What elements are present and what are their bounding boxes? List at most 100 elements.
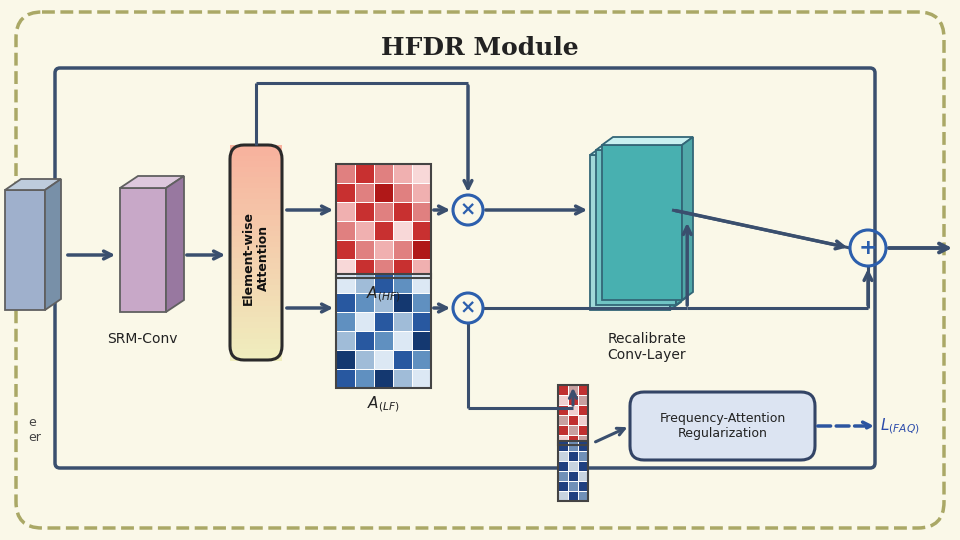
Bar bbox=[230, 317, 282, 323]
Bar bbox=[355, 293, 374, 312]
Bar bbox=[336, 183, 355, 202]
Bar bbox=[230, 166, 282, 172]
Bar bbox=[412, 202, 431, 221]
Bar bbox=[568, 395, 578, 405]
Bar bbox=[412, 164, 431, 183]
Bar bbox=[412, 331, 431, 350]
Bar bbox=[568, 425, 578, 435]
Bar bbox=[558, 441, 568, 451]
Bar bbox=[230, 333, 282, 339]
Text: e
er: e er bbox=[28, 416, 41, 444]
Bar bbox=[412, 293, 431, 312]
Bar bbox=[230, 328, 282, 334]
Bar bbox=[374, 350, 393, 369]
Bar bbox=[336, 259, 355, 278]
Bar bbox=[568, 461, 578, 471]
Bar bbox=[230, 215, 282, 221]
Bar bbox=[412, 183, 431, 202]
Bar bbox=[336, 350, 355, 369]
Bar bbox=[230, 156, 282, 161]
Bar bbox=[230, 188, 282, 194]
Bar bbox=[374, 369, 393, 388]
Bar bbox=[393, 259, 412, 278]
Bar bbox=[230, 237, 282, 242]
Polygon shape bbox=[596, 142, 687, 150]
Bar bbox=[412, 274, 431, 293]
Bar bbox=[578, 415, 588, 425]
Bar bbox=[568, 471, 578, 481]
Bar bbox=[230, 242, 282, 248]
Bar bbox=[578, 405, 588, 415]
Polygon shape bbox=[676, 142, 687, 305]
Bar bbox=[374, 240, 393, 259]
Bar bbox=[393, 221, 412, 240]
Bar bbox=[230, 220, 282, 226]
Bar bbox=[336, 164, 431, 278]
Bar bbox=[336, 164, 355, 183]
Text: HFDR Module: HFDR Module bbox=[381, 36, 579, 60]
Bar bbox=[374, 221, 393, 240]
Bar bbox=[355, 183, 374, 202]
Polygon shape bbox=[120, 176, 184, 188]
Bar bbox=[230, 306, 282, 312]
Polygon shape bbox=[602, 137, 693, 145]
Polygon shape bbox=[682, 137, 693, 300]
Bar bbox=[568, 415, 578, 425]
Bar bbox=[336, 221, 355, 240]
Bar bbox=[558, 481, 568, 491]
Text: ×: × bbox=[460, 299, 476, 318]
Bar bbox=[230, 183, 282, 188]
Bar bbox=[336, 293, 355, 312]
Bar bbox=[230, 172, 282, 178]
Bar bbox=[393, 164, 412, 183]
Bar bbox=[230, 145, 282, 151]
Bar bbox=[393, 312, 412, 331]
Text: $A_{(HF)}$: $A_{(HF)}$ bbox=[366, 284, 401, 304]
Bar bbox=[393, 350, 412, 369]
Bar bbox=[412, 350, 431, 369]
Bar bbox=[578, 491, 588, 501]
Bar bbox=[393, 369, 412, 388]
Bar bbox=[230, 231, 282, 237]
Bar bbox=[558, 461, 568, 471]
Bar bbox=[230, 258, 282, 264]
Bar bbox=[230, 295, 282, 301]
Bar bbox=[230, 274, 282, 280]
Polygon shape bbox=[5, 190, 45, 310]
Polygon shape bbox=[670, 147, 681, 310]
Text: SRM-Conv: SRM-Conv bbox=[107, 332, 178, 346]
Bar bbox=[230, 285, 282, 291]
Polygon shape bbox=[590, 147, 681, 155]
FancyBboxPatch shape bbox=[16, 12, 944, 528]
Text: +: + bbox=[858, 238, 877, 258]
Bar bbox=[230, 322, 282, 328]
Bar bbox=[568, 441, 578, 451]
Bar bbox=[355, 164, 374, 183]
Bar bbox=[568, 481, 578, 491]
Bar bbox=[578, 451, 588, 461]
Bar bbox=[558, 405, 568, 415]
Text: $L_{(FAQ)}$: $L_{(FAQ)}$ bbox=[880, 416, 920, 436]
Bar bbox=[578, 425, 588, 435]
Bar bbox=[578, 461, 588, 471]
Bar bbox=[230, 253, 282, 258]
Bar bbox=[374, 259, 393, 278]
Bar bbox=[578, 385, 588, 395]
Bar bbox=[355, 202, 374, 221]
Bar bbox=[355, 331, 374, 350]
Bar bbox=[355, 312, 374, 331]
Bar bbox=[558, 471, 568, 481]
Bar bbox=[336, 369, 355, 388]
Polygon shape bbox=[5, 179, 61, 190]
Bar bbox=[336, 312, 355, 331]
Bar bbox=[374, 202, 393, 221]
Bar bbox=[230, 150, 282, 156]
Bar bbox=[393, 293, 412, 312]
Bar bbox=[558, 491, 568, 501]
Bar bbox=[230, 312, 282, 318]
Bar bbox=[230, 204, 282, 210]
Bar bbox=[568, 435, 578, 445]
Bar bbox=[374, 331, 393, 350]
FancyBboxPatch shape bbox=[55, 68, 875, 468]
Bar bbox=[355, 274, 374, 293]
